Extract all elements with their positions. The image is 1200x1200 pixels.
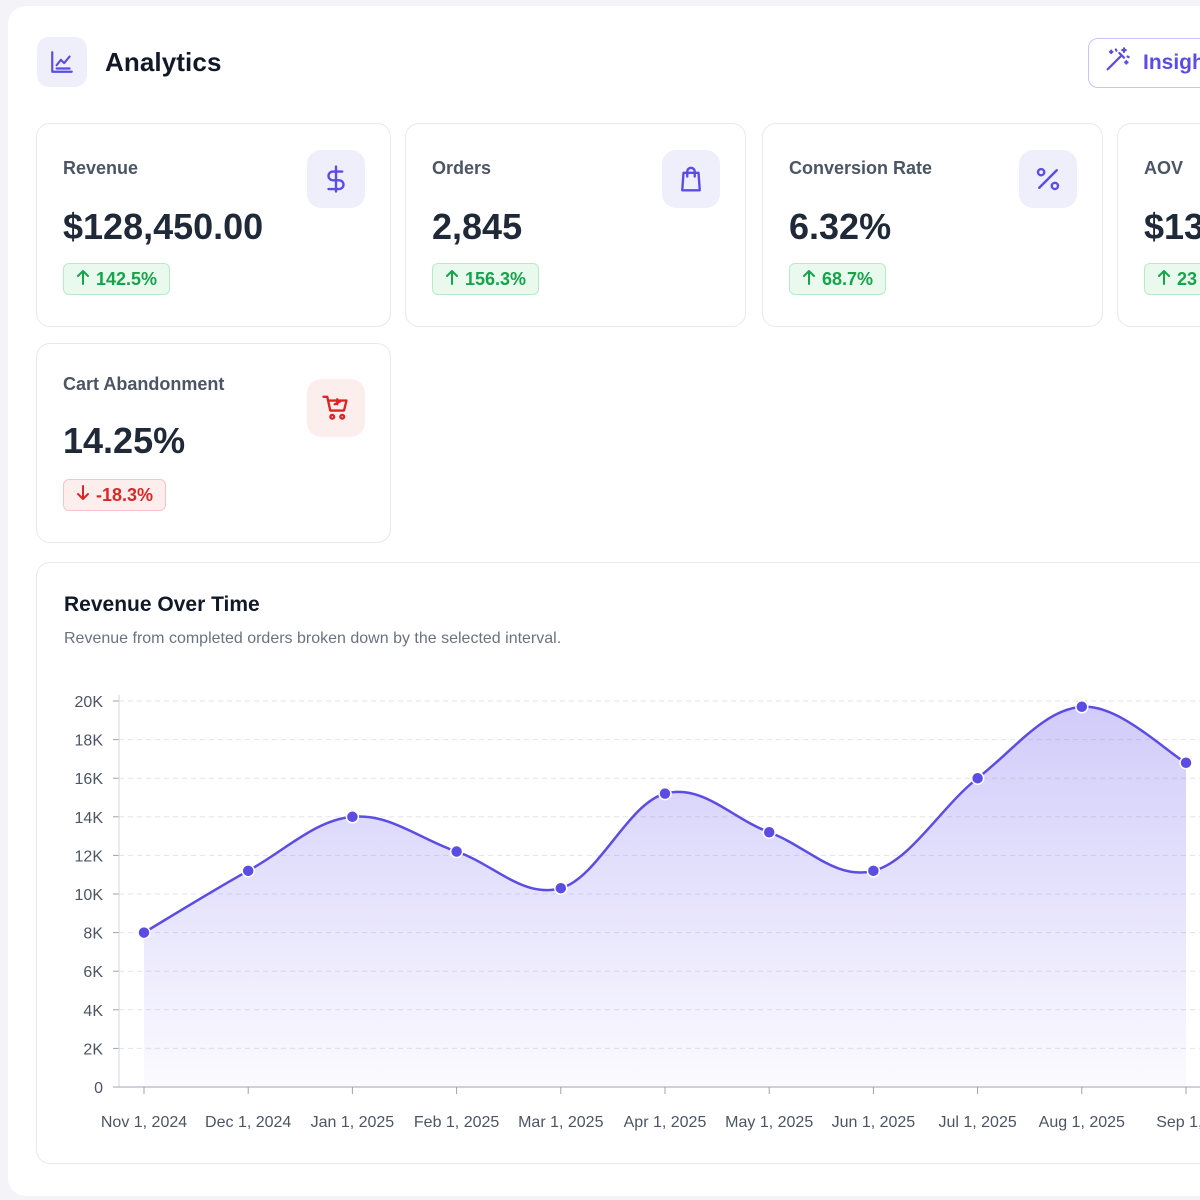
- revenue-chart-card: Revenue Over Time Revenue from completed…: [36, 562, 1200, 1164]
- change-badge: 156.3%: [432, 263, 540, 295]
- change-badge: 142.5%: [63, 263, 171, 295]
- stat-card-cart-abandonment: Cart Abandonment 14.25% -18.3%: [36, 343, 391, 543]
- data-point: [1075, 700, 1089, 714]
- change-badge: -18.3%: [63, 479, 167, 511]
- y-tick-label: 18K: [75, 733, 104, 750]
- data-point: [137, 925, 151, 940]
- x-tick-label: Mar 1, 2025: [518, 1114, 603, 1131]
- arrow-down-icon: [76, 484, 90, 506]
- x-tick-label: Dec 1, 2024: [205, 1114, 291, 1131]
- x-tick-label: May 1, 2025: [725, 1114, 813, 1131]
- x-tick-label: Jul 1, 2025: [938, 1114, 1016, 1131]
- card-label: Orders: [432, 158, 492, 178]
- stat-card-aov: AOV $13 23: [1117, 123, 1200, 327]
- y-tick-label: 8K: [83, 926, 103, 943]
- percent-icon: [1019, 150, 1077, 208]
- data-point: [970, 771, 985, 785]
- change-value: 142.5%: [96, 268, 158, 289]
- dollar-icon: [307, 150, 365, 208]
- change-badge: 23: [1144, 263, 1200, 295]
- x-tick-label: Sep 1, 2: [1156, 1114, 1200, 1131]
- stat-card-revenue: Revenue $128,450.00 142.5%: [36, 123, 391, 327]
- insights-button[interactable]: Insigh: [1088, 38, 1200, 88]
- arrow-up-icon: [802, 269, 816, 290]
- page-title: Analytics: [105, 47, 222, 77]
- x-tick-label: Jan 1, 2025: [311, 1114, 395, 1131]
- data-point: [866, 864, 881, 878]
- card-label: AOV: [1144, 158, 1184, 178]
- card-label: Conversion Rate: [789, 158, 933, 178]
- x-tick-label: Nov 1, 2024: [101, 1114, 187, 1131]
- change-value: 23: [1177, 268, 1198, 289]
- data-point: [1179, 756, 1193, 770]
- stat-card-orders: Orders 2,845 156.3%: [405, 123, 746, 327]
- data-point: [762, 825, 776, 839]
- y-tick-label: 12K: [75, 848, 104, 865]
- y-tick-label: 16K: [75, 771, 104, 788]
- change-value: -18.3%: [96, 484, 154, 505]
- change-badge: 68.7%: [789, 263, 887, 295]
- x-tick-label: Jun 1, 2025: [832, 1114, 916, 1131]
- data-point: [345, 810, 360, 824]
- x-tick-label: Aug 1, 2025: [1039, 1114, 1125, 1131]
- y-tick-label: 20K: [75, 694, 104, 711]
- chart-subtitle: Revenue from completed orders broken dow…: [64, 630, 562, 647]
- arrow-up-icon: [76, 269, 90, 290]
- stat-card-conversion-rate: Conversion Rate 6.32% 68.7%: [762, 123, 1103, 327]
- y-tick-label: 4K: [83, 1003, 103, 1020]
- chart-title: Revenue Over Time: [64, 593, 260, 616]
- arrow-up-icon: [445, 269, 459, 290]
- card-value: 14.25%: [63, 420, 186, 461]
- analytics-panel: Analytics Insigh Revenue $128,450.00: [8, 6, 1200, 1196]
- card-value: $13: [1144, 206, 1200, 247]
- change-value: 156.3%: [465, 268, 527, 289]
- data-point: [658, 786, 672, 801]
- card-value: 2,845: [432, 206, 523, 247]
- magic-wand-icon: [1103, 46, 1131, 80]
- insights-label: Insigh: [1143, 51, 1200, 74]
- y-tick-label: 14K: [75, 810, 104, 827]
- card-label: Cart Abandonment: [63, 374, 225, 394]
- card-label: Revenue: [63, 158, 139, 178]
- y-tick-label: 2K: [83, 1041, 103, 1058]
- data-point: [554, 881, 568, 895]
- x-tick-label: Apr 1, 2025: [624, 1114, 707, 1131]
- shopping-bag-icon: [662, 150, 720, 208]
- y-tick-label: 6K: [83, 964, 103, 981]
- change-value: 68.7%: [822, 268, 874, 289]
- chart-line-icon: [37, 37, 87, 87]
- revenue-area: [144, 706, 1186, 1087]
- card-value: 6.32%: [789, 206, 892, 247]
- data-point: [449, 844, 464, 859]
- card-value: $128,450.00: [63, 206, 264, 247]
- revenue-chart: 0 2K 4K 6K 8K 10K 12K 14K 16K 18K 20K Nov 1, 2024 De…: [75, 694, 1200, 1131]
- y-tick-label: 10K: [75, 887, 104, 904]
- data-point: [241, 864, 255, 878]
- arrow-up-icon: [1157, 269, 1171, 290]
- cart-icon: [307, 379, 365, 437]
- x-tick-label: Feb 1, 2025: [414, 1114, 500, 1131]
- y-tick-label: 0: [94, 1080, 103, 1097]
